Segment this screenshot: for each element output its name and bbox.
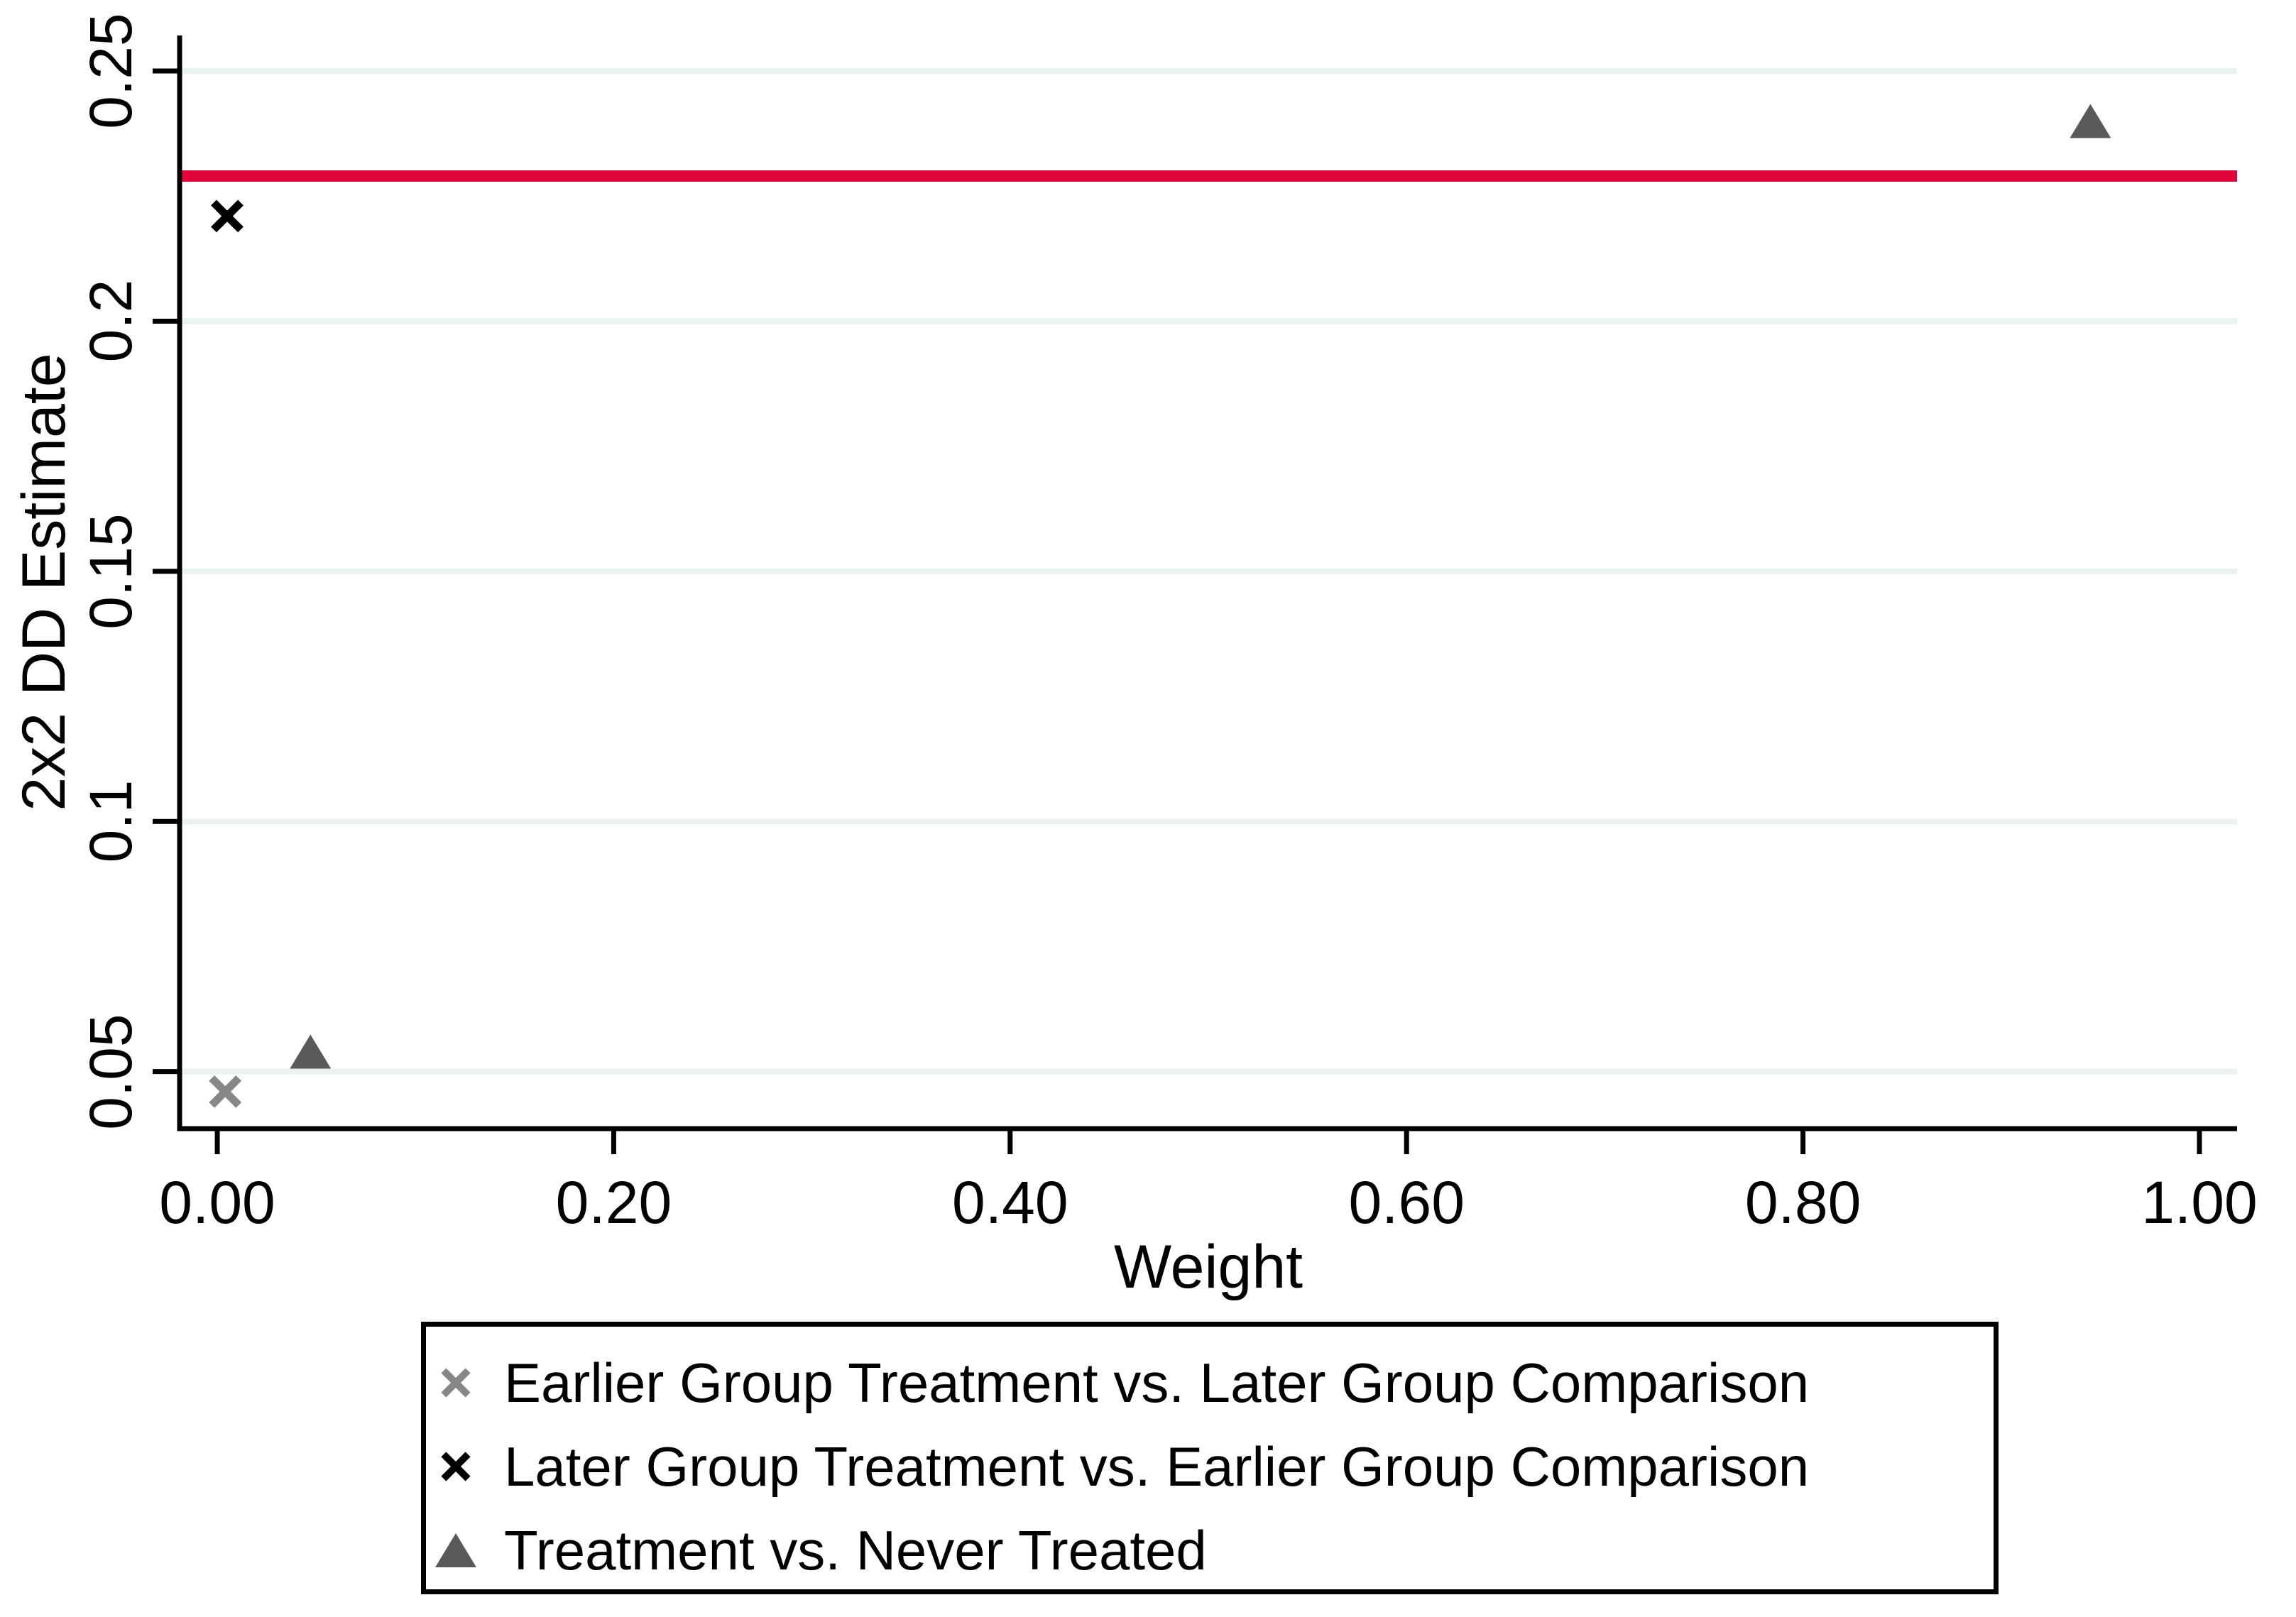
data-point-marker [209, 1075, 242, 1108]
x-tick-label: 0.00 [159, 1169, 275, 1236]
data-point-marker [2070, 104, 2111, 138]
triangle-marker-icon [435, 1533, 476, 1567]
y-tick-label: 0.2 [77, 280, 144, 363]
legend-label: Treatment vs. Never Treated [504, 1519, 1207, 1582]
data-point-marker [290, 1034, 332, 1069]
x-tick-label: 0.60 [1348, 1169, 1465, 1236]
x-marker-icon [441, 1368, 471, 1398]
legend-item-treatment-vs-never-treated: Treatment vs. Never Treated [426, 1508, 1994, 1592]
x-tick-label: 0.20 [555, 1169, 672, 1236]
x-marker-icon [441, 1452, 471, 1481]
y-tick-label: 0.15 [77, 513, 144, 630]
x-tick-label: 1.00 [2141, 1169, 2258, 1236]
y-axis-title: 2x2 DD Estimate [10, 353, 78, 811]
legend-item-later-vs-earlier: Later Group Treatment vs. Earlier Group … [426, 1425, 1994, 1508]
y-tick-label: 0.25 [77, 13, 144, 129]
axis-line [177, 35, 2237, 1131]
y-tick-label: 0.1 [77, 779, 144, 863]
legend-item-earlier-vs-later: Earlier Group Treatment vs. Later Group … [426, 1341, 1994, 1425]
x-tick-label: 0.80 [1744, 1169, 1862, 1236]
legend-marker-cell [426, 1508, 486, 1592]
legend-marker-cell [426, 1341, 486, 1425]
x-tick-label: 0.40 [952, 1169, 1068, 1236]
data-point-marker [211, 199, 244, 233]
legend-label: Later Group Treatment vs. Earlier Group … [504, 1435, 1810, 1498]
x-marker-icon [441, 1368, 471, 1398]
triangle-marker-icon [435, 1533, 476, 1567]
legend-label: Earlier Group Treatment vs. Later Group … [504, 1352, 1810, 1414]
legend: Earlier Group Treatment vs. Later Group … [421, 1322, 1999, 1594]
y-tick-label: 0.05 [77, 1013, 144, 1130]
x-marker-icon [441, 1452, 471, 1481]
x-axis-title: Weight [1113, 1233, 1303, 1301]
legend-marker-cell [426, 1425, 486, 1508]
